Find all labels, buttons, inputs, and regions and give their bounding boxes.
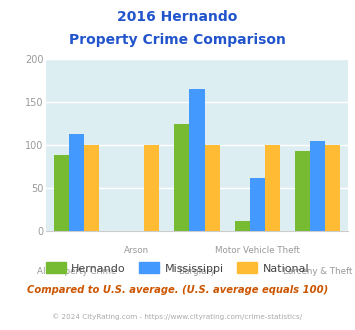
- Bar: [250, 178, 265, 231]
- Bar: [54, 155, 69, 231]
- Bar: [84, 145, 99, 231]
- Bar: [144, 145, 159, 231]
- Bar: [310, 141, 325, 231]
- Bar: [190, 89, 204, 231]
- Text: Property Crime Comparison: Property Crime Comparison: [69, 33, 286, 47]
- Bar: [295, 151, 310, 231]
- Bar: [204, 145, 220, 231]
- Text: Arson: Arson: [124, 247, 149, 255]
- Text: 2016 Hernando: 2016 Hernando: [117, 10, 238, 24]
- Bar: [265, 145, 280, 231]
- Text: All Property Crime: All Property Crime: [37, 267, 116, 276]
- Text: © 2024 CityRating.com - https://www.cityrating.com/crime-statistics/: © 2024 CityRating.com - https://www.city…: [53, 314, 302, 320]
- Bar: [174, 124, 190, 231]
- Text: Motor Vehicle Theft: Motor Vehicle Theft: [215, 247, 300, 255]
- Bar: [235, 221, 250, 231]
- Bar: [325, 145, 340, 231]
- Bar: [69, 134, 84, 231]
- Text: Burglary: Burglary: [179, 267, 215, 276]
- Legend: Hernando, Mississippi, National: Hernando, Mississippi, National: [41, 258, 314, 278]
- Text: Larceny & Theft: Larceny & Theft: [283, 267, 353, 276]
- Text: Compared to U.S. average. (U.S. average equals 100): Compared to U.S. average. (U.S. average …: [27, 285, 328, 295]
